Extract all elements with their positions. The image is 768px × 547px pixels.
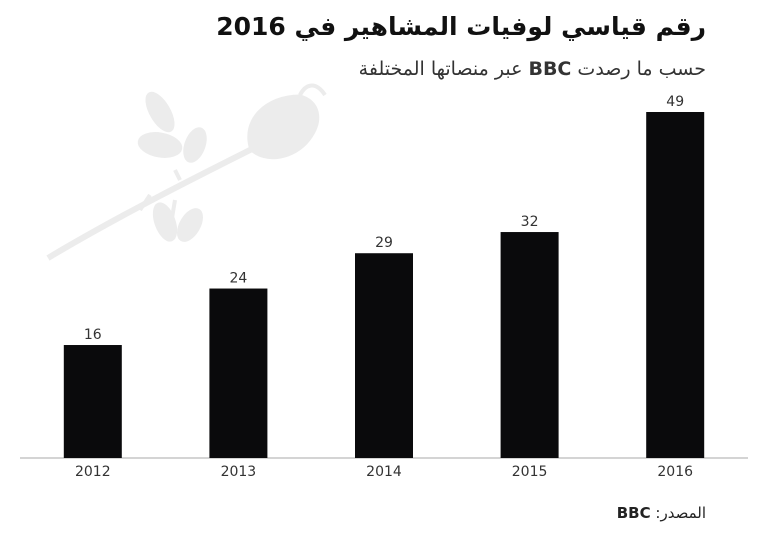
x-tick-label: 2015: [512, 464, 548, 480]
bar: [355, 253, 413, 458]
bar: [209, 288, 268, 458]
subtitle-text: عبر منصاتها المختلفة: [358, 58, 529, 80]
bar: [63, 345, 122, 458]
value-label: 24: [229, 271, 247, 287]
source-label: المصدر:: [655, 504, 706, 522]
value-label: 16: [84, 327, 102, 343]
x-tick-label: 2016: [657, 464, 693, 480]
subtitle-text: حسب ما رصدت: [571, 58, 706, 80]
chart-subtitle: حسب ما رصدت BBC عبر منصاتها المختلفة: [359, 58, 706, 80]
source: المصدر: BBC: [617, 504, 706, 522]
source-name: BBC: [616, 504, 651, 522]
bar: [500, 232, 559, 458]
subtitle-brand: BBC: [528, 58, 572, 80]
value-label: 29: [375, 235, 393, 251]
bar: [646, 112, 705, 458]
rose-decoration: [46, 83, 327, 261]
x-tick-label: 2014: [366, 464, 402, 480]
chart-title: رقم قياسي لوفيات المشاهير في 2016: [216, 12, 706, 41]
value-label: 49: [666, 94, 684, 110]
value-label: 32: [521, 214, 539, 230]
x-tick-label: 2013: [221, 464, 257, 480]
x-tick-label: 2012: [75, 464, 111, 480]
